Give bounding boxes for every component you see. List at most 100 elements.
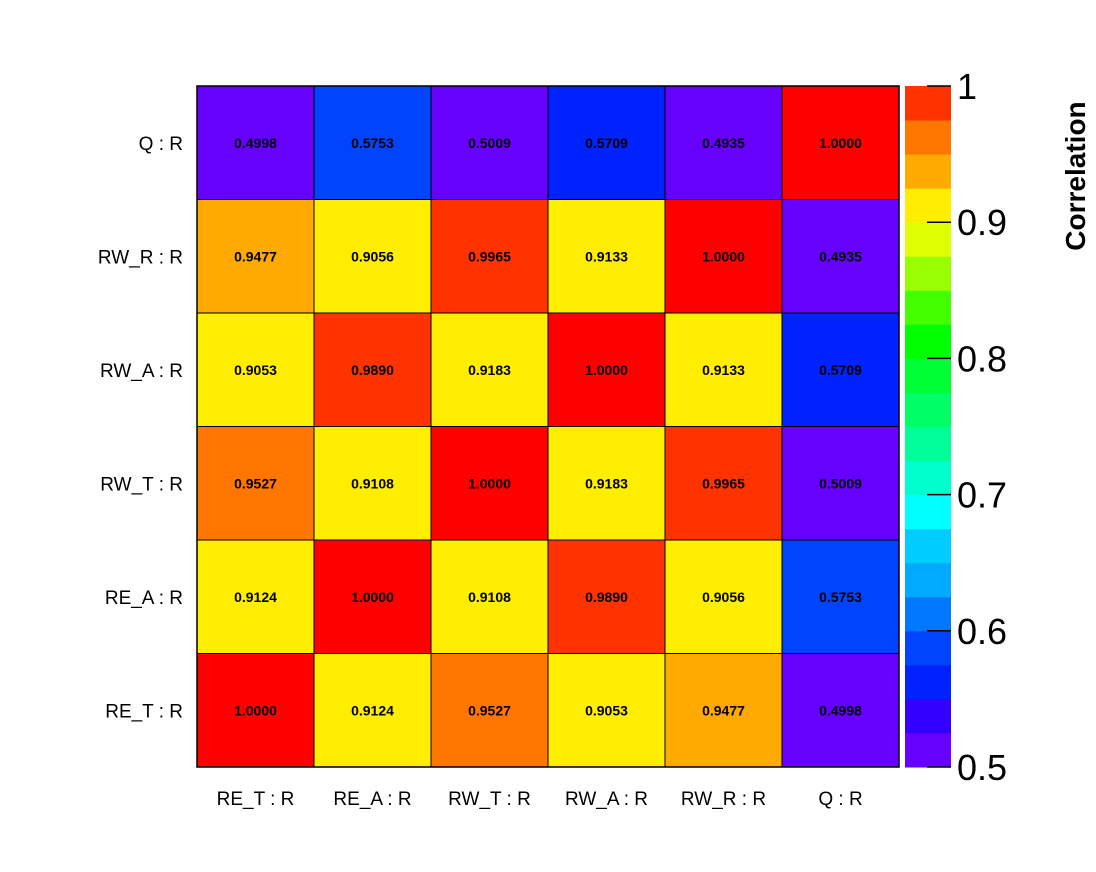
heatmap-cell bbox=[781, 85, 900, 200]
heatmap-cell bbox=[547, 653, 666, 768]
heatmap-cell bbox=[313, 653, 432, 768]
color-scale-band bbox=[905, 86, 951, 121]
color-scale-band bbox=[905, 188, 951, 223]
heatmap-cell bbox=[664, 85, 783, 200]
cell-value-label: 0.9477 bbox=[234, 248, 277, 264]
cell-value-label: 0.5753 bbox=[351, 135, 394, 151]
cell-value-label: 0.9124 bbox=[234, 589, 277, 605]
cell-value-label: 0.5009 bbox=[468, 135, 511, 151]
heatmap-cell bbox=[547, 85, 666, 200]
cell-value-label: 0.9183 bbox=[585, 475, 628, 491]
cell-value-label: 0.9108 bbox=[468, 589, 511, 605]
color-scale-band bbox=[905, 698, 951, 734]
cell-value-label: 0.9890 bbox=[351, 362, 394, 378]
color-scale-band bbox=[905, 596, 951, 632]
cell-value-label: 1.0000 bbox=[468, 475, 511, 491]
cell-value-label: 0.5009 bbox=[819, 475, 862, 491]
heatmap-cell bbox=[781, 539, 900, 654]
heatmap-cells bbox=[196, 85, 900, 768]
cell-value-label: 0.9133 bbox=[702, 362, 745, 378]
heatmap-cell bbox=[196, 312, 315, 427]
heatmap-cell bbox=[781, 653, 900, 768]
color-scale-band bbox=[905, 256, 951, 291]
color-scale-tick-label: 0.6 bbox=[957, 611, 1007, 652]
heatmap-cell bbox=[664, 426, 783, 541]
x-axis-label: Q : R bbox=[818, 789, 862, 810]
x-axis-label: RW_A : R bbox=[565, 789, 648, 810]
cell-value-label: 0.9183 bbox=[468, 362, 511, 378]
heatmap-cell bbox=[547, 539, 666, 654]
color-scale-tick-label: 1 bbox=[957, 66, 977, 107]
cell-value-label: 0.5709 bbox=[819, 362, 862, 378]
color-scale-band bbox=[905, 392, 951, 427]
heatmap-cell bbox=[196, 426, 315, 541]
y-axis-label: RW_A : R bbox=[100, 361, 183, 382]
color-scale: 0.5 0.6 0.7 0.8 0.9 1 bbox=[905, 66, 1007, 788]
color-scale-band bbox=[905, 494, 951, 530]
color-scale-band bbox=[905, 222, 951, 257]
color-scale-band bbox=[905, 460, 951, 496]
color-scale-band bbox=[905, 528, 951, 564]
cell-value-label: 1.0000 bbox=[702, 248, 745, 264]
cell-value-label: 0.9133 bbox=[585, 248, 628, 264]
color-scale-band bbox=[905, 562, 951, 598]
heatmap-cell bbox=[430, 426, 549, 541]
cell-value-label: 0.5709 bbox=[585, 135, 628, 151]
cell-value-label: 0.9053 bbox=[234, 362, 277, 378]
heatmap-cell-labels: 1.0000 0.9124 0.9527 0.9053 0.9477 0.4998 0.91… bbox=[234, 135, 862, 719]
cell-value-label: 0.4998 bbox=[234, 135, 277, 151]
y-axis-label: RE_A : R bbox=[105, 588, 183, 609]
color-scale-band bbox=[905, 358, 951, 393]
cell-value-label: 1.0000 bbox=[819, 135, 862, 151]
color-scale-tick-label: 0.7 bbox=[957, 475, 1007, 516]
heatmap-cell bbox=[547, 426, 666, 541]
color-scale-band bbox=[905, 426, 951, 462]
cell-value-label: 0.5753 bbox=[819, 589, 862, 605]
color-scale-tick-label: 0.5 bbox=[957, 747, 1007, 788]
cell-value-label: 0.9056 bbox=[702, 589, 745, 605]
cell-value-label: 1.0000 bbox=[351, 589, 394, 605]
cell-value-label: 0.9965 bbox=[702, 475, 745, 491]
heatmap-cell bbox=[664, 653, 783, 768]
cell-value-label: 0.9056 bbox=[351, 248, 394, 264]
heatmap-cell bbox=[313, 312, 432, 427]
cell-value-label: 0.9527 bbox=[468, 702, 511, 718]
x-axis-label: RE_T : R bbox=[217, 789, 295, 810]
cell-value-label: 0.4998 bbox=[819, 702, 862, 718]
cell-value-label: 0.9890 bbox=[585, 589, 628, 605]
color-scale-band bbox=[905, 630, 951, 666]
y-axis-label: RW_R : R bbox=[98, 247, 183, 268]
cell-value-label: 0.9527 bbox=[234, 475, 277, 491]
plot-frame bbox=[196, 85, 900, 768]
cell-value-label: 0.9965 bbox=[468, 248, 511, 264]
color-scale-band bbox=[905, 290, 951, 325]
cell-value-label: 0.9053 bbox=[585, 702, 628, 718]
heatmap-cell bbox=[430, 312, 549, 427]
y-axis-label: RE_T : R bbox=[105, 701, 183, 722]
heatmap-cell bbox=[664, 312, 783, 427]
heatmap-cell bbox=[196, 199, 315, 314]
color-scale-tick-label: 0.8 bbox=[957, 338, 1007, 379]
heatmap-cell bbox=[196, 653, 315, 768]
x-axis-label: RW_T : R bbox=[448, 789, 531, 810]
x-axis-labels: RE_T : R RE_A : R RW_T : R RW_A : R RW_R : R… bbox=[217, 789, 863, 810]
x-axis-label: RW_R : R bbox=[681, 789, 766, 810]
heatmap-cell bbox=[430, 199, 549, 314]
cell-value-label: 0.4935 bbox=[819, 248, 862, 264]
cell-value-label: 1.0000 bbox=[585, 362, 628, 378]
heatmap-cell bbox=[781, 426, 900, 541]
x-axis-label: RE_A : R bbox=[333, 789, 411, 810]
cell-value-label: 0.9477 bbox=[702, 702, 745, 718]
y-axis-labels: RE_T : R RE_A : R RW_T : R RW_A : R RW_R : R… bbox=[98, 134, 183, 723]
color-scale-band bbox=[905, 154, 951, 189]
color-scale-band bbox=[905, 664, 951, 700]
heatmap-cell bbox=[664, 199, 783, 314]
color-scale-title: Correlation bbox=[1060, 101, 1091, 250]
color-scale-band bbox=[905, 324, 951, 359]
heatmap-cell bbox=[547, 199, 666, 314]
cell-value-label: 0.9124 bbox=[351, 702, 394, 718]
color-scale-band bbox=[905, 120, 951, 155]
y-axis-label: Q : R bbox=[139, 134, 183, 155]
y-axis-label: RW_T : R bbox=[100, 474, 183, 495]
